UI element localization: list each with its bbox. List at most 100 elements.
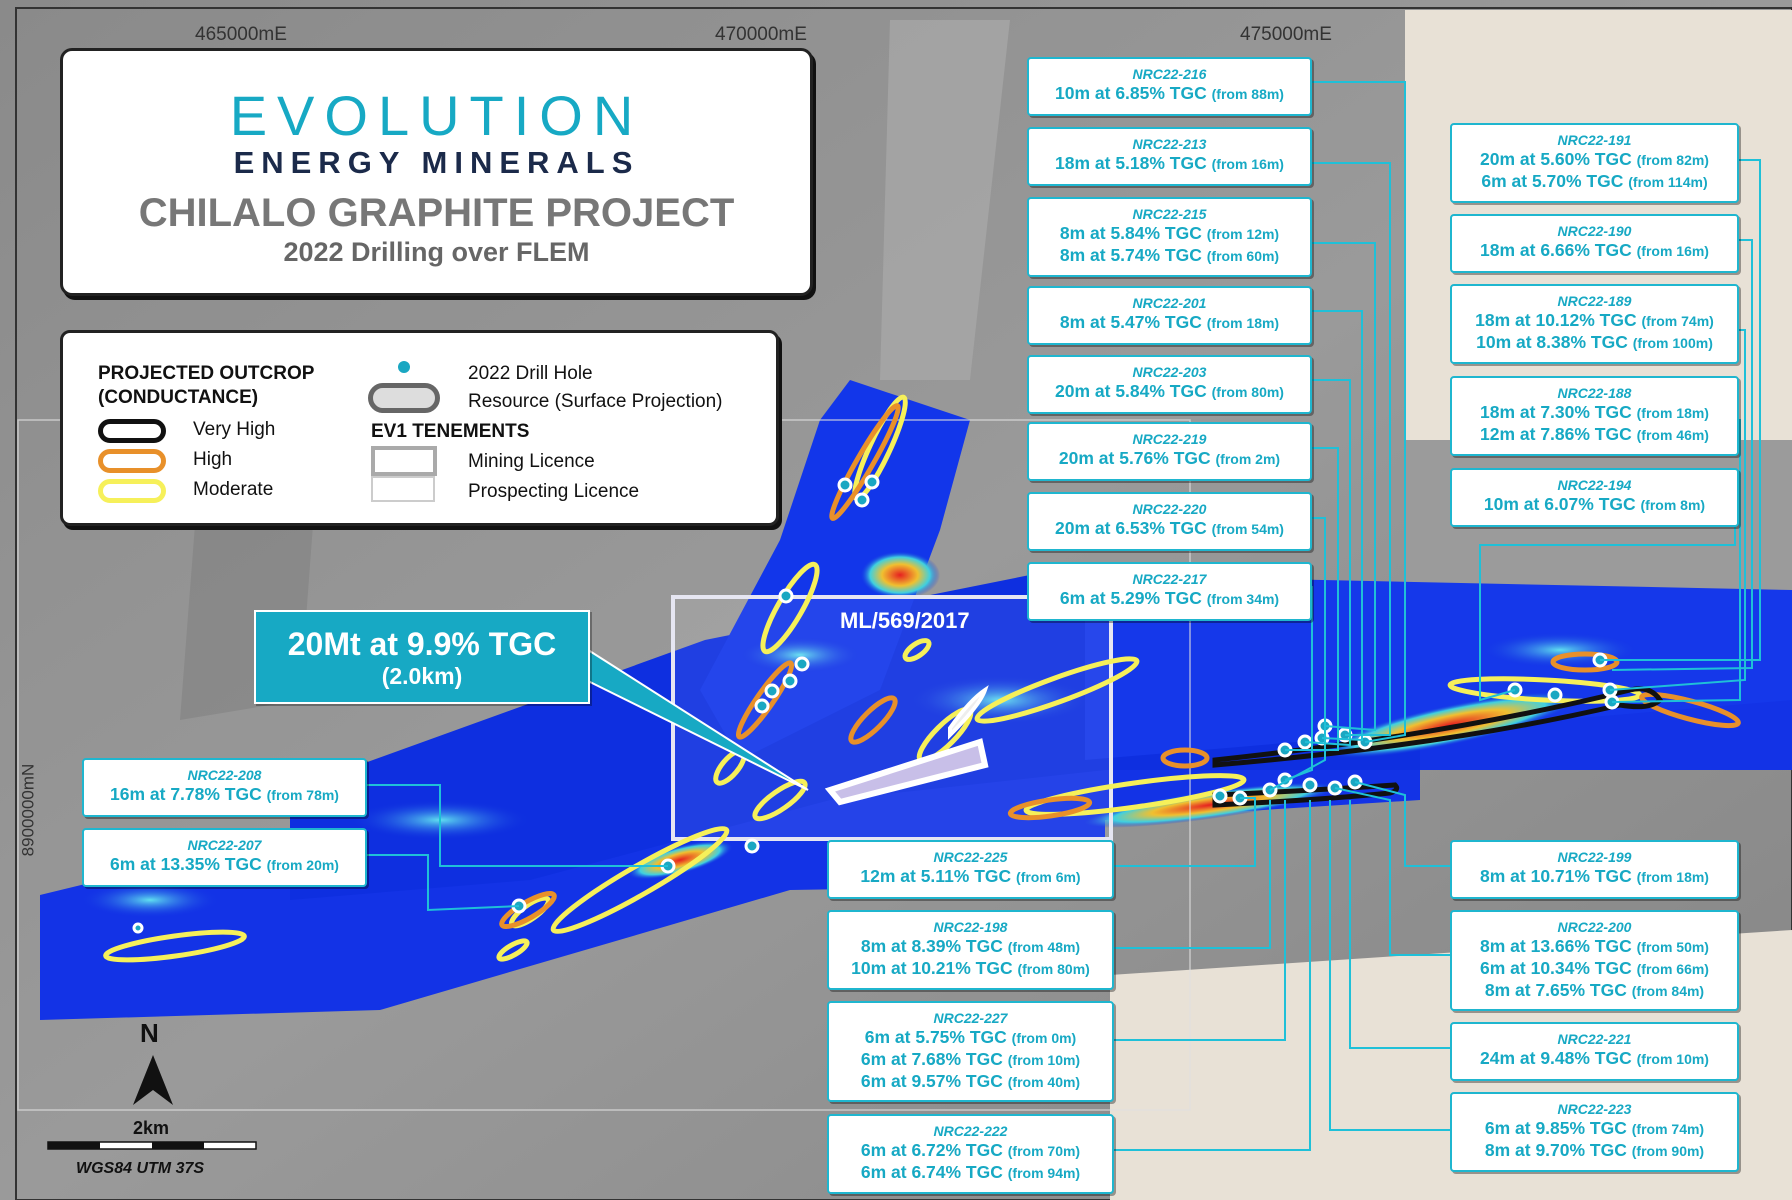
intercept-depth: (from 100m) [1632,335,1713,351]
legend-outcrop-title: PROJECTED OUTCROP [98,363,315,384]
drill-result-callout: NRC22-203 20m at 5.84% TGC (from 80m) [1027,355,1312,414]
intercept-depth: (from 74m) [1631,1121,1705,1137]
intercept-grade: 6m at 5.29% TGC [1059,588,1207,608]
leader-line [1334,787,1450,956]
intercept-grade: 10m at 6.85% TGC [1055,83,1212,103]
drill-hole-id: NRC22-203 [1132,364,1207,380]
leader-line [1307,162,1391,736]
drill-intercept: 8m at 13.66% TGC (from 50m) [1452,936,1737,958]
intercept-depth: (from 12m) [1206,226,1280,242]
drill-hole-marker [837,477,853,493]
drill-intercept: 10m at 6.07% TGC (from 8m) [1452,494,1737,516]
intercept-depth: (from 90m) [1631,1143,1705,1159]
page-subtitle: 2022 Drilling over FLEM [283,237,590,267]
intercept-depth: (from 16m) [1211,156,1284,172]
drill-hole-marker [1212,788,1228,804]
scale-bar [47,1141,257,1150]
outcrop-moderate [1023,773,1247,817]
drill-intercept: 8m at 5.84% TGC (from 12m) [1029,223,1310,245]
drill-hole-id: NRC22-221 [1557,1031,1632,1047]
legend-label: 2022 Drill Hole [468,363,593,384]
drill-hole-id: NRC22-225 [933,849,1008,865]
drill-hole-marker [1302,777,1318,793]
intercept-grade: 6m at 7.68% TGC [860,1049,1008,1069]
drill-intercept: 16m at 7.78% TGC (from 78m) [84,784,365,806]
intercept-grade: 20m at 5.76% TGC [1058,448,1216,468]
intercept-depth: (from 60m) [1206,248,1280,264]
intercept-grade: 24m at 9.48% TGC [1480,1048,1637,1068]
legend-label: Very High [193,419,276,440]
drill-result-callout: NRC22-217 6m at 5.29% TGC (from 34m) [1027,562,1312,621]
intercept-grade: 8m at 8.39% TGC [860,936,1008,956]
leader-line [362,784,668,867]
legend-tenements-title: EV1 TENEMENTS [371,421,530,442]
leader-line [1349,800,1450,1049]
intercept-depth: (from 18m) [1636,869,1709,885]
drill-intercept: 18m at 6.66% TGC (from 16m) [1452,240,1737,262]
intercept-depth: (from 84m) [1631,983,1705,999]
intercept-grade: 18m at 5.18% TGC [1055,153,1212,173]
outcrop-high [1550,651,1620,673]
intercept-depth: (from 16m) [1636,243,1709,259]
outcrop-high [735,660,795,740]
drill-result-callout: NRC22-225 12m at 5.11% TGC (from 6m) [827,840,1114,899]
intercept-depth: (from 94m) [1007,1165,1081,1181]
drill-intercept: 10m at 6.85% TGC (from 88m) [1029,83,1310,105]
intercept-depth: (from 6m) [1016,869,1081,885]
intercept-grade: 8m at 5.74% TGC [1059,245,1207,265]
outcrop-moderate [550,826,730,934]
drill-intercept: 12m at 5.11% TGC (from 6m) [829,866,1112,888]
map-frame [15,7,1792,1200]
intercept-grade: 6m at 6.74% TGC [860,1162,1008,1182]
legend-label: Resource (Surface Projection) [468,391,723,412]
leader-line [1307,310,1363,742]
intercept-depth: (from 8m) [1640,497,1706,513]
drill-intercept: 6m at 7.68% TGC (from 10m) [829,1049,1112,1071]
leader-line [1611,239,1753,671]
drill-hole-marker [132,922,144,934]
drill-result-callout: NRC22-194 10m at 6.07% TGC (from 8m) [1450,468,1739,527]
drill-result-callout: NRC22-189 18m at 10.12% TGC (from 74m) 10m… [1450,284,1739,364]
magnetic-ridge [880,20,1010,380]
outcrop-moderate [760,561,820,655]
drill-intercept: 8m at 8.39% TGC (from 48m) [829,936,1112,958]
scale-distance: 2km [133,1118,170,1138]
drill-result-callout: NRC22-219 20m at 5.76% TGC (from 2m) [1027,422,1312,481]
intercept-depth: (from 48m) [1007,939,1081,955]
intercept-grade: 20m at 6.53% TGC [1055,518,1212,538]
intercept-depth: (from 0m) [1011,1030,1077,1046]
drill-intercept: 12m at 7.86% TGC (from 46m) [1452,424,1737,446]
intercept-grade: 12m at 5.11% TGC [860,866,1017,886]
leader-lines [362,81,1761,1151]
drill-hole-marker [744,838,760,854]
survey-area-east [1085,575,1792,760]
legend-swatch-high [98,449,166,473]
drill-intercept: 6m at 5.29% TGC (from 34m) [1029,588,1310,610]
drill-intercept: 6m at 9.57% TGC (from 40m) [829,1071,1112,1093]
drill-hole-id: NRC22-201 [1132,295,1207,311]
intercept-grade: 12m at 7.86% TGC [1480,424,1637,444]
drill-intercept: 8m at 9.70% TGC (from 90m) [1452,1140,1737,1162]
legend-outcrop-title: (CONDUCTANCE) [98,387,259,408]
intercept-depth: (from 88m) [1211,86,1284,102]
drill-hole-marker [764,683,780,699]
outcrop-very-high [1212,686,1664,808]
resource-icon [368,383,440,413]
intercept-depth: (from 18m) [1636,405,1709,421]
resource-callout: 20Mt at 9.9% TGC (2.0km) [254,610,590,704]
intercept-grade: 6m at 5.70% TGC [1481,171,1629,191]
drill-intercept: 24m at 9.48% TGC (from 10m) [1452,1048,1737,1070]
outcrop-moderate [974,656,1140,724]
legend-label: Prospecting Licence [468,481,640,502]
intercept-depth: (from 40m) [1007,1074,1081,1090]
drill-hole-marker [1547,687,1563,703]
leader-line [1304,379,1351,747]
intercept-grade: 20m at 5.60% TGC [1480,149,1637,169]
legend-label: Moderate [193,479,274,500]
drill-hole-id: NRC22-223 [1557,1101,1632,1117]
drill-hole-id: NRC22-190 [1557,223,1632,239]
outcrop-high [848,695,898,745]
drill-intercept: 8m at 5.47% TGC (from 18m) [1029,312,1310,334]
outcrop-high [1160,747,1210,769]
drill-result-callout: NRC22-198 8m at 8.39% TGC (from 48m) 10m a… [827,910,1114,990]
